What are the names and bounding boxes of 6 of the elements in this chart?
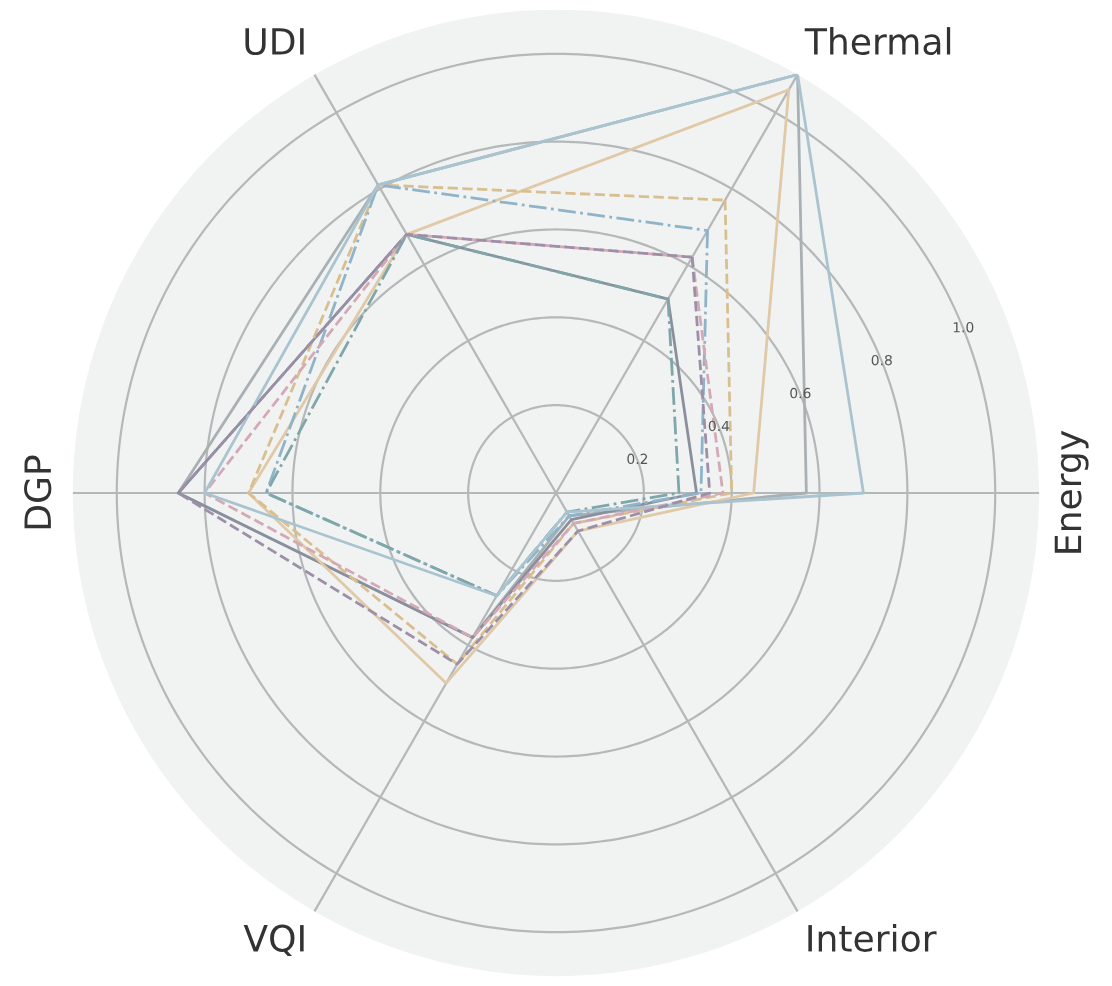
- spoke-label: Thermal: [804, 27, 951, 56]
- spoke-label: DGP: [24, 455, 52, 529]
- spoke-label: Energy: [1054, 430, 1089, 553]
- spoke-label: VQI: [243, 924, 304, 957]
- spoke-label: UDI: [245, 28, 304, 56]
- spoke-label: Interior: [808, 923, 937, 952]
